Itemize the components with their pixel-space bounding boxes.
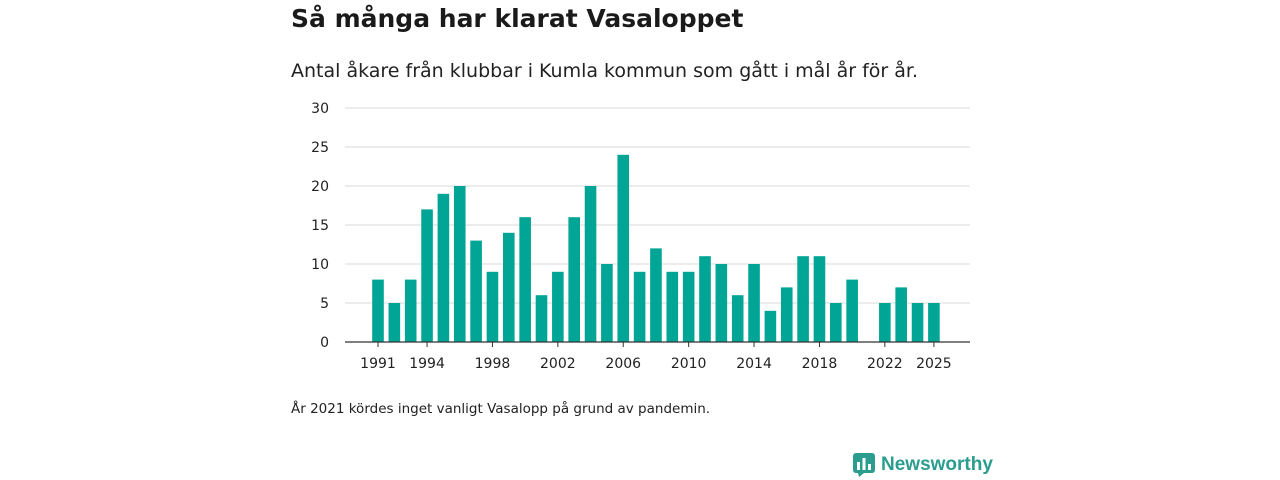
bar-2000 [519, 217, 531, 342]
chart-title: Så många har klarat Vasaloppet [291, 4, 744, 33]
y-tick-label: 10 [311, 257, 329, 273]
bar-2012 [715, 264, 728, 342]
bar-2019 [830, 303, 842, 342]
bar-2020 [846, 279, 858, 342]
y-tick-label: 30 [311, 101, 329, 117]
x-tick-label: 2002 [540, 356, 576, 372]
bar-1992 [388, 303, 401, 342]
bar-2014 [748, 264, 760, 342]
x-tick-label: 1994 [409, 356, 445, 372]
x-tick-label: 1998 [475, 356, 511, 372]
bar-2011 [699, 256, 711, 342]
newsworthy-logo-icon [853, 453, 875, 477]
x-tick-label: 2010 [671, 356, 707, 372]
bar-1999 [503, 232, 515, 342]
bar-2023 [895, 287, 907, 342]
bar-2024 [911, 303, 924, 342]
y-tick-label: 20 [311, 179, 329, 195]
bar-2004 [584, 186, 597, 342]
bar-2001 [535, 295, 548, 342]
bar-2010 [682, 271, 695, 342]
x-tick-label: 2022 [867, 356, 903, 372]
bar-2013 [731, 295, 744, 342]
bar-1994 [421, 209, 433, 342]
bar-2025 [928, 303, 940, 342]
bar-2006 [617, 154, 630, 342]
bar-1997 [470, 240, 482, 342]
bar-2022 [879, 303, 891, 342]
footnote: År 2021 kördes inget vanligt Vasalopp på… [291, 401, 711, 417]
y-tick-label: 25 [311, 140, 329, 156]
bar-2009 [666, 271, 679, 342]
bar-2007 [633, 271, 646, 342]
bar-1998 [486, 271, 499, 342]
newsworthy-logo: Newsworthy [853, 453, 993, 477]
y-tick-label: 5 [320, 296, 329, 312]
bar-2002 [552, 271, 564, 342]
bar-2003 [568, 217, 580, 342]
bar-1993 [404, 279, 417, 342]
bar-2008 [650, 248, 662, 342]
x-tick-label: 2018 [802, 356, 838, 372]
x-tick-label: 2006 [605, 356, 641, 372]
chart-subtitle: Antal åkare från klubbar i Kumla kommun … [291, 60, 919, 82]
bars [372, 154, 940, 342]
x-tick-label: 1991 [360, 356, 396, 372]
bar-2018 [813, 256, 826, 342]
y-tick-label: 15 [311, 218, 329, 234]
bar-2005 [601, 264, 613, 342]
bar-1996 [453, 186, 466, 342]
x-tick-label: 2014 [736, 356, 772, 372]
bar-2015 [764, 310, 777, 342]
bar-1995 [437, 193, 450, 342]
bar-1991 [372, 279, 384, 342]
brand-name: Newsworthy [881, 454, 993, 475]
bar-2017 [797, 256, 809, 342]
y-tick-label: 0 [320, 335, 329, 351]
bar-2016 [780, 287, 793, 342]
x-tick-label: 2025 [916, 356, 952, 372]
